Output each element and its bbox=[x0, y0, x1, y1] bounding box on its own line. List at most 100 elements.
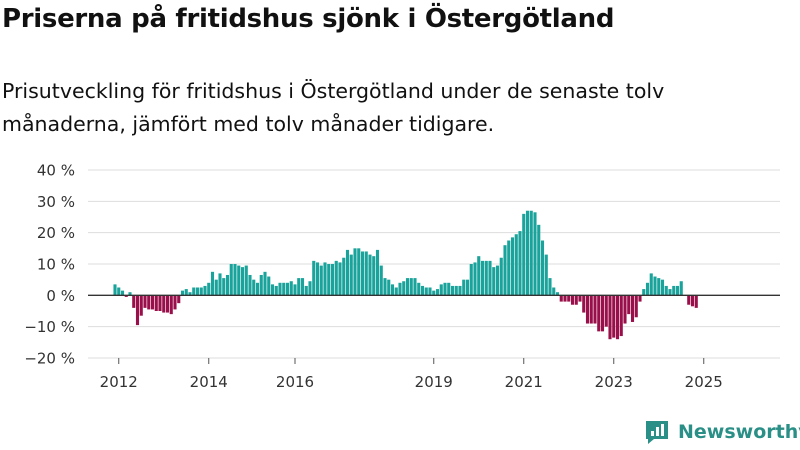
bar bbox=[248, 274, 252, 296]
bar bbox=[608, 295, 612, 340]
newsworthy-logo-icon bbox=[646, 421, 668, 444]
bar bbox=[578, 295, 582, 302]
bar bbox=[462, 279, 466, 296]
bar bbox=[398, 282, 402, 296]
bar bbox=[447, 282, 451, 296]
bar bbox=[192, 287, 196, 296]
bar bbox=[582, 295, 586, 313]
bar bbox=[417, 282, 421, 296]
x-tick-label: 2021 bbox=[505, 373, 543, 391]
bar bbox=[379, 265, 383, 296]
bar bbox=[394, 287, 398, 296]
brand-footer[interactable]: Newsworthy bbox=[644, 419, 800, 445]
bar bbox=[162, 295, 166, 313]
bar bbox=[210, 271, 215, 296]
bar bbox=[349, 254, 353, 296]
bar bbox=[507, 240, 511, 296]
bar bbox=[450, 285, 455, 296]
bar bbox=[645, 282, 650, 296]
bar bbox=[285, 282, 290, 296]
bar bbox=[289, 281, 293, 296]
bar bbox=[675, 285, 680, 296]
bar bbox=[548, 278, 552, 296]
bar bbox=[334, 260, 338, 296]
bar bbox=[439, 284, 443, 296]
bar bbox=[244, 265, 248, 296]
bar bbox=[585, 295, 590, 324]
bar bbox=[420, 285, 425, 296]
bar bbox=[597, 295, 601, 332]
bar bbox=[495, 265, 500, 296]
bar bbox=[345, 249, 350, 296]
y-tick-label: −10 % bbox=[24, 318, 75, 336]
bar bbox=[143, 295, 147, 308]
bar bbox=[342, 257, 346, 296]
bar bbox=[267, 276, 271, 296]
bar bbox=[469, 264, 473, 296]
bar bbox=[533, 212, 537, 296]
bar bbox=[139, 295, 143, 316]
bar bbox=[402, 281, 406, 296]
bar bbox=[300, 278, 305, 296]
bar bbox=[413, 278, 417, 296]
bar bbox=[263, 271, 267, 296]
bar bbox=[218, 273, 222, 296]
x-tick-label: 2014 bbox=[190, 373, 228, 391]
bar bbox=[529, 210, 533, 296]
bar bbox=[623, 295, 627, 324]
bar bbox=[158, 295, 162, 311]
bar bbox=[634, 295, 638, 318]
y-tick-label: 0 % bbox=[46, 287, 75, 305]
bar bbox=[128, 292, 132, 296]
bar bbox=[600, 295, 605, 332]
bar bbox=[604, 295, 608, 327]
bar bbox=[477, 256, 481, 296]
bar bbox=[124, 295, 128, 297]
bar bbox=[649, 273, 653, 296]
bar bbox=[473, 262, 477, 296]
bar bbox=[199, 287, 203, 296]
bar bbox=[593, 295, 597, 324]
bar bbox=[222, 278, 226, 296]
bar bbox=[207, 282, 211, 296]
bar bbox=[270, 284, 275, 296]
bar bbox=[338, 262, 342, 296]
bar bbox=[612, 295, 616, 338]
bar bbox=[357, 248, 361, 296]
bar bbox=[132, 295, 136, 308]
bar bbox=[120, 290, 125, 296]
bar bbox=[458, 285, 462, 296]
bar bbox=[225, 274, 230, 296]
bar bbox=[518, 231, 522, 296]
y-tick-label: −20 % bbox=[24, 350, 75, 368]
x-tick-label: 2025 bbox=[685, 373, 723, 391]
bar bbox=[147, 295, 151, 310]
bar bbox=[113, 284, 117, 296]
bar bbox=[173, 295, 177, 310]
bar bbox=[154, 295, 158, 311]
bar bbox=[615, 295, 620, 340]
brand-name: Newsworthy bbox=[678, 421, 800, 443]
bar bbox=[443, 282, 447, 296]
bar bbox=[589, 295, 593, 324]
bar bbox=[499, 257, 503, 296]
bar bbox=[484, 260, 488, 296]
x-tick-label: 2019 bbox=[415, 373, 453, 391]
bar bbox=[409, 278, 413, 296]
bar bbox=[492, 267, 496, 296]
bar bbox=[237, 265, 241, 296]
bar bbox=[233, 264, 237, 296]
y-tick-label: 20 % bbox=[37, 224, 75, 242]
bar bbox=[150, 295, 155, 310]
bar bbox=[214, 279, 218, 296]
bar bbox=[544, 254, 548, 296]
bar bbox=[293, 284, 297, 296]
bar bbox=[540, 240, 545, 296]
bar bbox=[319, 265, 323, 296]
bar bbox=[188, 292, 192, 296]
bar bbox=[570, 295, 575, 305]
bar bbox=[360, 251, 365, 296]
bar bbox=[315, 262, 320, 296]
bar bbox=[240, 267, 245, 296]
bar bbox=[375, 249, 380, 296]
